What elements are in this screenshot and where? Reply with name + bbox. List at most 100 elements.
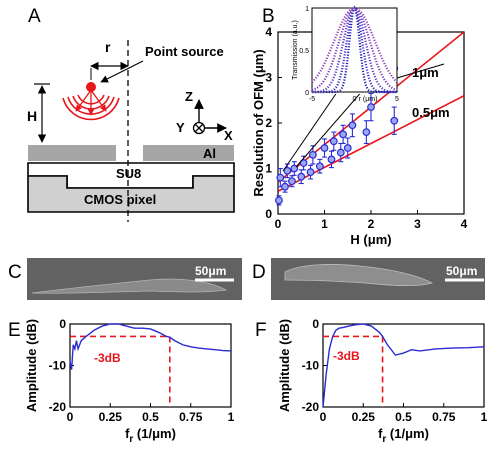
axis-y-label: Y [176, 120, 185, 135]
point-source-label: Point source [145, 44, 224, 59]
panel-d: 50μm D [252, 258, 485, 300]
x-tick-label: 0 [275, 217, 282, 231]
data-point [308, 150, 317, 159]
panel-label-d: D [252, 262, 266, 283]
data-point [275, 196, 283, 205]
data-point [276, 173, 285, 182]
panel-f: F 0 0.25 0.5 0.75 1 0 -10 -20 fr (1/μm) Amplitude… [255, 317, 488, 445]
x-tick-label: 1 [321, 217, 328, 231]
x-axis-label: fr (1/μm) [378, 426, 429, 445]
y-tick-label: 4 [265, 25, 272, 39]
panel-label-c: C [8, 262, 22, 283]
y-tick-label: 0 [265, 207, 272, 221]
data-point [339, 130, 348, 139]
y-axis-label: Amplitude (dB) [24, 319, 39, 412]
al-label: Al [203, 146, 216, 161]
x-tick-label: 0.75 [432, 410, 456, 424]
inset-pointer-left [282, 93, 337, 172]
r-label: r [105, 39, 111, 55]
scalebar-c-label: 50μm [195, 264, 226, 278]
inset-y-label: Transmission (a.u.) [292, 20, 299, 80]
point-source-dot [86, 82, 96, 92]
data-point [336, 148, 345, 157]
cmos-label: CMOS pixel [84, 192, 156, 207]
inset-y-tick-label: 0.5 [299, 48, 309, 55]
data-point [283, 166, 292, 175]
y-tick-label: 0 [59, 317, 66, 331]
data-point [306, 168, 315, 177]
x-tick-label: 0.75 [179, 410, 203, 424]
data-point [281, 182, 289, 191]
x-tick-label: 0.25 [99, 410, 123, 424]
panel-c: 50μm C [8, 258, 242, 300]
data-point [315, 162, 324, 171]
transmission-profile [312, 6, 397, 94]
x-tick-label: 1 [481, 410, 488, 424]
amplitude-curve [69, 323, 232, 370]
y-tick-label: 1 [265, 162, 272, 176]
inset-x-tick-label: 5 [395, 96, 399, 103]
data-point [343, 144, 352, 152]
x-tick-label: 0.5 [142, 410, 159, 424]
data-point [327, 155, 336, 164]
amplitude-curve [322, 323, 485, 408]
data-point [297, 172, 306, 181]
inset-frame [311, 7, 398, 93]
x-tick-label: 3 [414, 217, 421, 231]
x-tick-label: 4 [461, 217, 468, 231]
chart-f: 0 0.25 0.5 0.75 1 0 -10 -20 fr (1/μm) Amplitude (… [277, 317, 488, 445]
y-tick-label: 3 [265, 71, 272, 85]
coordinate-axes: Z Y X [176, 89, 233, 143]
panel-label-f: F [255, 320, 267, 341]
data-point [367, 103, 375, 111]
x-tick-label: 0.25 [352, 410, 376, 424]
series-label-05um: 0.5μm [412, 105, 450, 120]
inset-x-tick-label: -5 [309, 96, 315, 103]
y-tick-label: -10 [49, 359, 67, 373]
point-source [62, 82, 120, 121]
data-point [288, 177, 296, 186]
panel-a: A r Point source H Z Y [27, 6, 235, 222]
worm-c [31, 278, 228, 294]
panel-label-b: B [262, 6, 275, 27]
axis-z-label: Z [185, 89, 193, 104]
al-layer-left [28, 145, 116, 161]
inset-pointer-right [396, 63, 445, 79]
inset-y-tick-label: 1 [305, 6, 309, 13]
annotation-3db-e: -3dB [94, 351, 121, 365]
y-axis-label: Resolution of OFM (μm) [251, 49, 266, 196]
y-axis-label: Amplitude (dB) [277, 319, 292, 412]
al-layer-right [143, 145, 234, 161]
y-tick-label: 2 [265, 116, 272, 130]
panel-label-a: A [28, 6, 41, 27]
data-point [348, 121, 357, 130]
inset-x-tick-label: 0 [353, 96, 357, 103]
panel-e: E 0 0.25 0.5 0.75 1 0 -10 -20 fr (1/μm) Amplitude… [8, 317, 235, 445]
chart-e: 0 0.25 0.5 0.75 1 0 -10 -20 fr (1/μm) Amplitude (… [24, 317, 235, 445]
x-tick-label: 1 [228, 410, 235, 424]
worm-d [284, 264, 434, 287]
inset-y-tick-label: 0 [305, 90, 309, 97]
data-point [299, 159, 308, 167]
data-point [329, 137, 338, 146]
point-source-pointer [100, 60, 144, 83]
y-tick-label: -20 [49, 400, 67, 414]
inset-pointer-mid [295, 93, 360, 168]
series-label-1um: 1μm [412, 65, 439, 80]
cmos-pixel [27, 175, 235, 213]
x-axis-label: H (μm) [350, 232, 391, 247]
x-tick-label: 0 [67, 410, 74, 424]
x-axis-label: fr (1/μm) [125, 426, 176, 445]
x-tick-label: 2 [368, 217, 375, 231]
data-point [390, 116, 399, 125]
scalebar-d-label: 50μm [446, 264, 477, 278]
y-tick-label: -20 [302, 400, 320, 414]
transmission-profile [311, 6, 398, 84]
x-tick-label: 0 [320, 410, 327, 424]
x-tick-label: 0.5 [395, 410, 412, 424]
chart-b: 0 1 2 3 4 0 1 2 3 4 H (μm) Resolution of OFM (μm) 1μ… [251, 25, 468, 247]
axis-x-label: X [224, 128, 233, 143]
annotation-3db-f: -3dB [333, 349, 360, 363]
panel-label-e: E [8, 320, 21, 341]
